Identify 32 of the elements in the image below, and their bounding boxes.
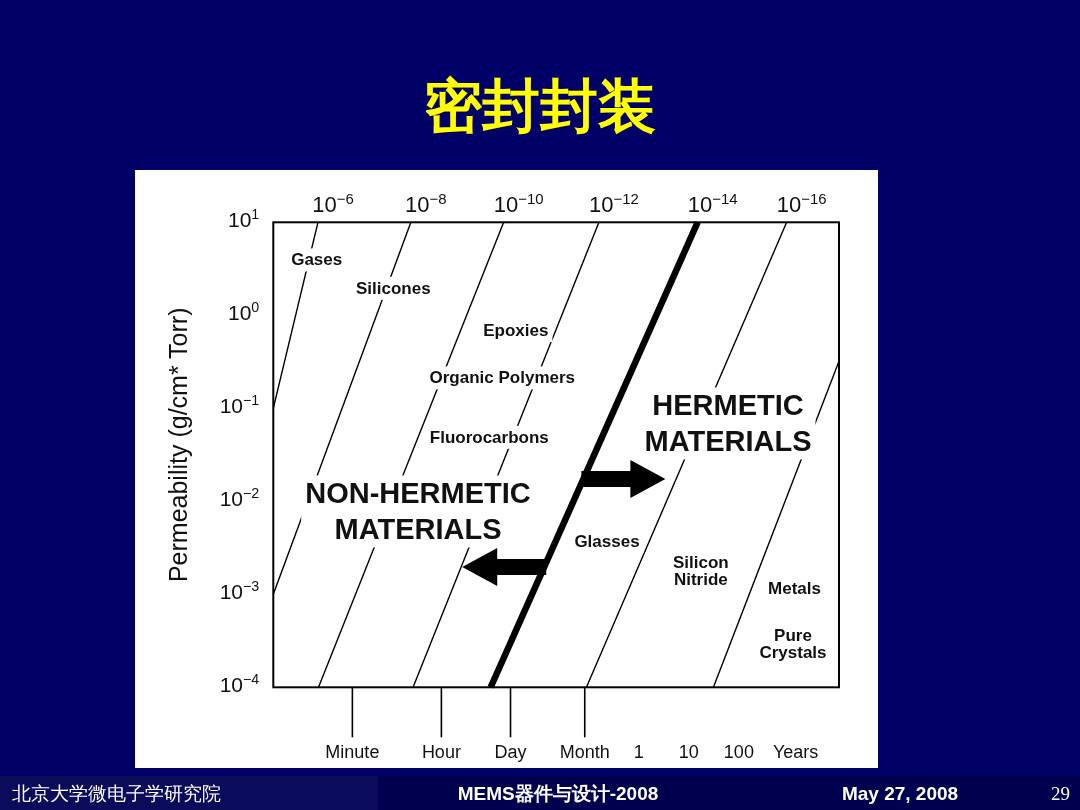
series-label: 10$^{−16}$ (776, 189, 827, 218)
x-tick-label: Minute (325, 742, 380, 763)
x-axis-title: Years (772, 742, 819, 763)
x-tick-label: 100 (723, 742, 754, 763)
y-axis-title: Permeability (g/cm* Torr) (164, 307, 192, 583)
text: May 27, 2008 (841, 783, 959, 804)
series-label: 10$^{−8}$ (405, 189, 447, 218)
series-label: 10$^{−6}$ (312, 189, 354, 218)
y-tick-label: 10$^{−1}$ (219, 392, 260, 418)
annotation: Organic Polymers (429, 368, 576, 388)
y-tick-label: 10$^{1}$ (228, 206, 260, 232)
annotation: Gases (291, 250, 343, 270)
x-tick-label: Month (559, 742, 610, 763)
y-tick-label: 10$^{−3}$ (219, 578, 260, 604)
annotation: Silicones (355, 278, 431, 298)
x-tick-label: 1 (633, 742, 644, 763)
x-tick-label: Hour (421, 742, 461, 763)
series-label: 10$^{−10}$ (493, 189, 544, 218)
chart-title: 密封封装 (424, 73, 656, 138)
annotation: Fluorocarbons (429, 427, 549, 447)
x-tick-label: 10 (678, 742, 699, 763)
y-tick-label: 10$^{−2}$ (219, 485, 260, 511)
text: 29 (1051, 783, 1070, 804)
text: MEMS器件与设计-2008 (457, 783, 659, 804)
y-tick-label: 10$^{0}$ (228, 299, 260, 325)
series-label: 10$^{−14}$ (687, 189, 738, 218)
y-tick-label: 10$^{−4}$ (219, 671, 260, 697)
annotation: Epoxies (483, 321, 549, 341)
x-tick-label: Day (494, 742, 527, 763)
annotation: NON-HERMETIC MATERIALS (305, 477, 531, 546)
text: 北京大学微电子学研究院 (12, 783, 221, 804)
series-label: 10$^{−12}$ (589, 189, 639, 218)
